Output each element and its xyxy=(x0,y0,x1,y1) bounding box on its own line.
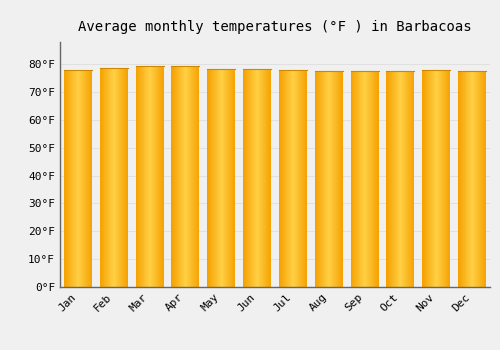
Title: Average monthly temperatures (°F ) in Barbacoas: Average monthly temperatures (°F ) in Ba… xyxy=(78,20,472,34)
